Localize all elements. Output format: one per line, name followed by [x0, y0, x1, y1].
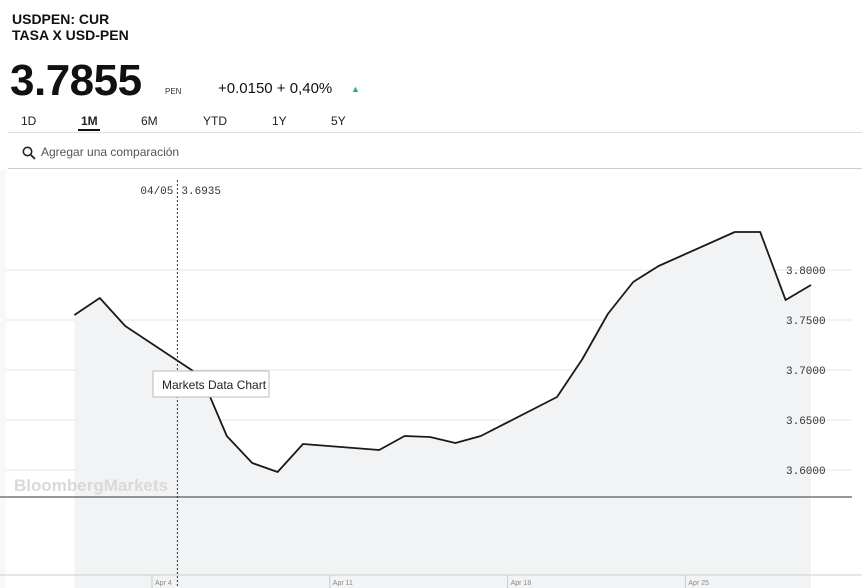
- search-icon[interactable]: [21, 145, 37, 161]
- crosshair-value: 3.6935: [181, 186, 221, 198]
- crosshair-date: 04/05: [140, 186, 173, 198]
- price-chart[interactable]: BloombergMarkets 3.8000 3.7500 3.7000 3.650…: [0, 170, 862, 588]
- y-tick-label: 3.7000: [786, 366, 826, 378]
- y-tick-label: 3.8000: [786, 266, 826, 278]
- comparison-search-input[interactable]: [41, 143, 341, 161]
- y-tick-label: 3.6000: [786, 466, 826, 478]
- comparison-search: [8, 138, 862, 169]
- range-tab-5y[interactable]: 5Y: [331, 114, 346, 128]
- y-axis-ticks: 3.8000 3.7500 3.7000 3.6500 3.6000: [786, 266, 826, 478]
- tooltip: Markets Data Chart: [152, 370, 270, 398]
- watermark: BloombergMarkets: [14, 476, 168, 495]
- current-price: 3.7855: [10, 56, 142, 105]
- up-arrow-icon: ▲: [351, 84, 360, 94]
- x-axis-ticks: Apr 4 Apr 11 Apr 18 Apr 25: [151, 575, 709, 588]
- area-fill: [74, 232, 811, 588]
- currency-label: PEN: [165, 87, 182, 96]
- x-tick-label: Apr 4: [155, 580, 172, 587]
- x-tick-label: Apr 11: [333, 580, 353, 587]
- range-tab-1d[interactable]: 1D: [21, 114, 37, 128]
- instrument-name: TASA X USD-PEN: [12, 27, 129, 43]
- y-tick-label: 3.7500: [786, 316, 826, 328]
- price-line: [73, 231, 812, 473]
- price-change: +0.0150 + 0,40%: [218, 80, 333, 97]
- ticker-symbol: USDPEN: CUR: [12, 11, 110, 27]
- tabs-divider: [8, 132, 862, 133]
- range-tab-1m[interactable]: 1M: [81, 114, 98, 128]
- chart-left-edge: [0, 170, 6, 588]
- range-tab-6m[interactable]: 6M: [141, 114, 158, 128]
- tooltip-text: Markets Data Chart: [162, 378, 267, 392]
- x-tick-label: Apr 18: [511, 580, 532, 587]
- range-tab-1y[interactable]: 1Y: [272, 114, 287, 128]
- x-tick-label: Apr 25: [688, 580, 709, 587]
- range-tab-ytd[interactable]: YTD: [203, 114, 227, 128]
- active-tab-indicator: [78, 129, 100, 131]
- y-tick-label: 3.6500: [786, 416, 826, 428]
